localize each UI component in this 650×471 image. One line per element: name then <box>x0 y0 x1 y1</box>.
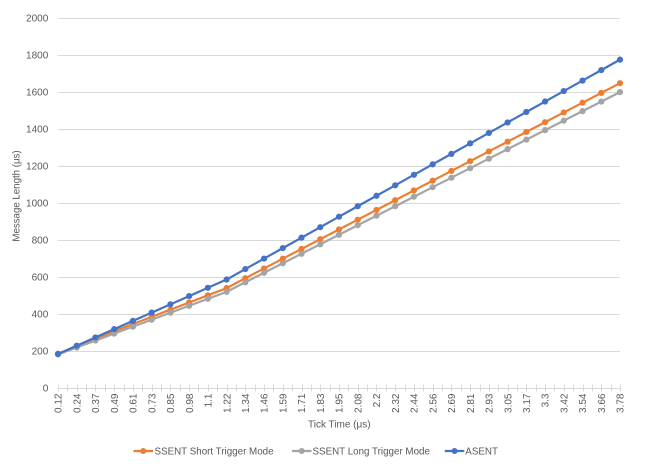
svg-text:600: 600 <box>32 273 49 284</box>
svg-text:SSENT Long Trigger Mode: SSENT Long Trigger Mode <box>313 447 431 458</box>
svg-text:2.93: 2.93 <box>485 393 496 413</box>
svg-text:1.46: 1.46 <box>260 393 271 413</box>
svg-text:0.85: 0.85 <box>166 393 177 413</box>
svg-text:1400: 1400 <box>26 125 49 136</box>
svg-text:2.44: 2.44 <box>410 393 421 413</box>
svg-text:2.56: 2.56 <box>428 393 439 413</box>
svg-text:0.37: 0.37 <box>91 393 102 413</box>
svg-text:0.12: 0.12 <box>54 393 65 413</box>
svg-text:0.24: 0.24 <box>72 393 83 413</box>
svg-text:3.54: 3.54 <box>578 393 589 413</box>
svg-text:Message Length (μs): Message Length (μs) <box>12 150 23 241</box>
svg-text:0.61: 0.61 <box>129 393 140 413</box>
svg-text:3.66: 3.66 <box>597 393 608 413</box>
svg-text:1.59: 1.59 <box>278 393 289 413</box>
svg-text:1.83: 1.83 <box>316 393 327 413</box>
svg-text:1.1: 1.1 <box>204 393 215 407</box>
svg-text:200: 200 <box>32 347 49 358</box>
svg-text:1.22: 1.22 <box>222 393 233 413</box>
svg-text:1200: 1200 <box>26 162 49 173</box>
svg-text:1000: 1000 <box>26 199 49 210</box>
svg-text:1.95: 1.95 <box>335 393 346 413</box>
svg-text:2.32: 2.32 <box>391 393 402 413</box>
svg-text:2.2: 2.2 <box>372 393 383 407</box>
svg-text:1600: 1600 <box>26 88 49 99</box>
svg-text:400: 400 <box>32 310 49 321</box>
svg-text:0: 0 <box>43 384 49 395</box>
svg-text:1800: 1800 <box>26 51 49 62</box>
svg-text:ASENT: ASENT <box>465 447 498 458</box>
svg-text:Tick Time (μs): Tick Time (μs) <box>308 420 371 431</box>
svg-text:SSENT Short Trigger Mode: SSENT Short Trigger Mode <box>155 447 275 458</box>
svg-text:3.05: 3.05 <box>503 393 514 413</box>
svg-text:800: 800 <box>32 236 49 247</box>
svg-text:2.81: 2.81 <box>466 393 477 413</box>
svg-text:0.49: 0.49 <box>110 393 121 413</box>
svg-text:1.71: 1.71 <box>297 393 308 413</box>
svg-text:1.34: 1.34 <box>241 393 252 413</box>
svg-text:0.98: 0.98 <box>185 393 196 413</box>
svg-text:2.08: 2.08 <box>353 393 364 413</box>
svg-text:0.73: 0.73 <box>147 393 158 413</box>
svg-text:2.69: 2.69 <box>447 393 458 413</box>
svg-text:3.42: 3.42 <box>559 393 570 413</box>
svg-text:3.17: 3.17 <box>522 393 533 413</box>
svg-text:3.78: 3.78 <box>616 393 627 413</box>
svg-text:3.3: 3.3 <box>541 393 552 407</box>
svg-text:2000: 2000 <box>26 14 49 25</box>
